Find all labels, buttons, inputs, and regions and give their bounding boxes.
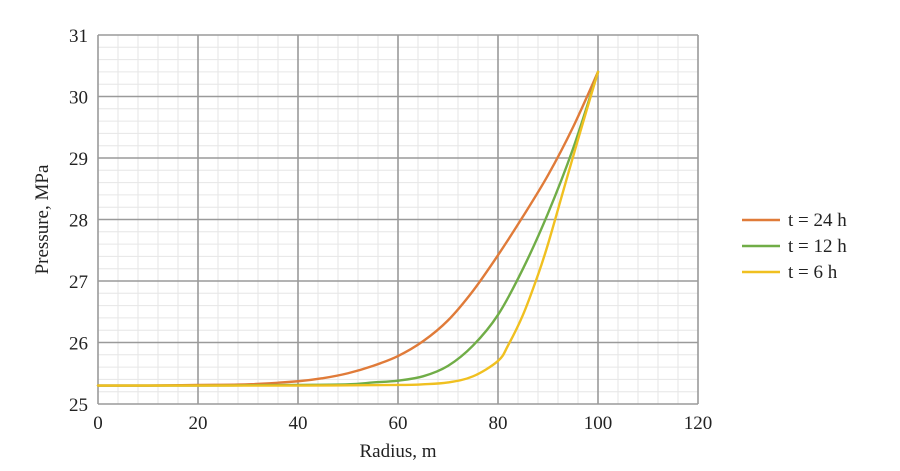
- series-line-2: [96, 70, 600, 387]
- y-axis-title: Pressure, MPa: [32, 164, 53, 274]
- legend-label-0: t = 24 h: [788, 210, 847, 231]
- legend-label-1: t = 12 h: [788, 236, 847, 257]
- series-layer: [96, 70, 600, 387]
- y-tick-labels: 25 26 27 28 29 30 31: [69, 26, 88, 416]
- x-tick-label: 100: [584, 413, 613, 434]
- y-tick-label: 26: [69, 334, 88, 355]
- legend-label-2: t = 6 h: [788, 262, 838, 283]
- x-tick-label: 0: [93, 413, 103, 434]
- legend: t = 24 h t = 12 h t = 6 h: [742, 210, 847, 283]
- x-tick-labels: 0 20 40 60 80 100 120: [93, 413, 712, 434]
- y-tick-label: 28: [69, 211, 88, 232]
- x-tick-label: 60: [389, 413, 408, 434]
- x-axis-title: Radius, m: [359, 441, 436, 462]
- major-grid: [97, 34, 699, 405]
- y-tick-label: 27: [69, 272, 88, 293]
- y-tick-label: 31: [69, 26, 88, 47]
- y-tick-label: 30: [69, 88, 88, 109]
- x-tick-label: 120: [684, 413, 713, 434]
- y-tick-label: 25: [69, 395, 88, 416]
- y-tick-label: 29: [69, 149, 88, 170]
- x-tick-label: 20: [189, 413, 208, 434]
- x-tick-label: 40: [289, 413, 308, 434]
- x-tick-label: 80: [489, 413, 508, 434]
